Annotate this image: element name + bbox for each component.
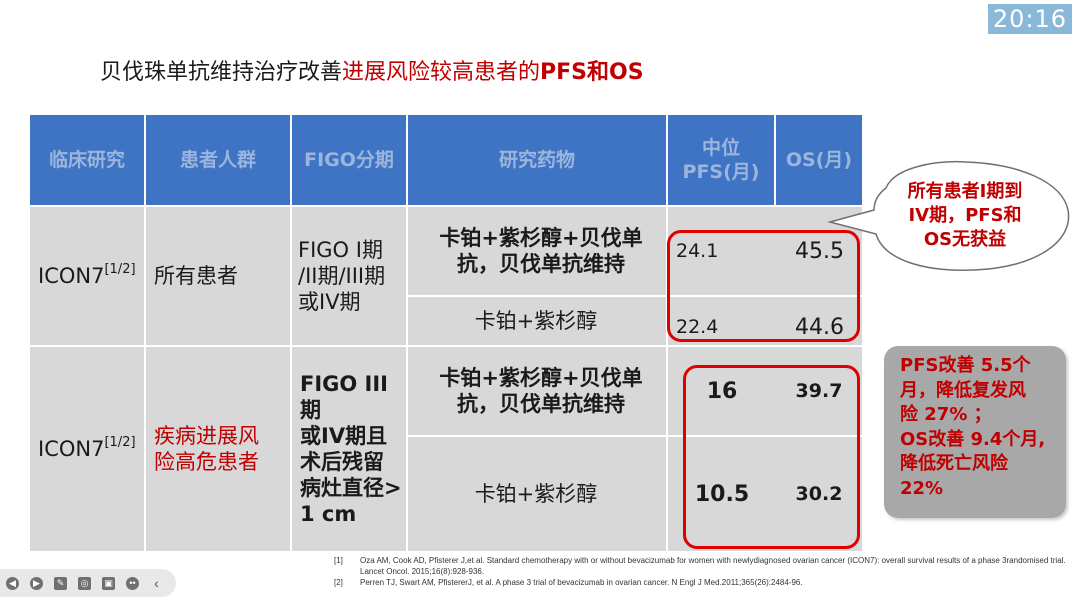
group1-row2-drug: 卡铂+紫杉醇: [474, 309, 598, 333]
group2-row1-pfs: 16: [706, 378, 738, 404]
header-study: 临床研究: [48, 149, 125, 171]
group1-study: ICON7[1/2]: [38, 262, 136, 289]
group2-row2-os: 30.2: [795, 483, 843, 505]
group2-row1-os: 39.7: [795, 380, 843, 402]
group2-figo: FIGO III期 或IV期且 术后残留 病灶直径> 1 cm: [300, 372, 402, 526]
pointer-icon[interactable]: ◎: [78, 576, 91, 590]
group1-row2-os: 44.6: [795, 314, 844, 340]
header-os: OS(月): [785, 149, 853, 171]
group2-row2-pfs: 10.5: [694, 481, 750, 507]
header-pfs: 中位 PFS(月): [668, 115, 774, 205]
group1-row1-os: 45.5: [795, 238, 844, 264]
highlight-box-group2: [683, 365, 860, 549]
group2-row2-drug: 卡铂+紫杉醇: [474, 482, 598, 506]
summary-text: PFS改善 5.5个 月，降低复发风险 27% ； OS改善 9.4个月, 降低死亡…: [900, 355, 1046, 499]
group1-row1-drug: 卡铂+紫杉醇+贝伐单 抗，贝伐单抗维持: [439, 226, 643, 276]
highlight-box-group1: [667, 230, 860, 342]
header-population: 患者人群: [179, 149, 256, 171]
prev-icon[interactable]: ◀: [6, 576, 19, 590]
play-icon[interactable]: ▶: [30, 576, 43, 590]
title-part1: 贝伐珠单抗维持治疗改善: [100, 60, 343, 85]
table-header: 临床研究 患者人群 FIGO分期 研究药物 中位 PFS(月) OS(月): [30, 115, 862, 205]
group1-population: 所有患者: [154, 264, 238, 288]
screen-icon[interactable]: ▣: [102, 576, 115, 590]
title-part2: 进展风险较高患者的: [342, 60, 541, 85]
reference-item: [2] Perren TJ, Swart AM, PfistererJ, et a…: [334, 578, 803, 587]
title-part3: PFS和OS: [540, 60, 644, 85]
group1-figo: FIGO I期/II期/III期 或IV期: [298, 238, 386, 314]
pen-icon[interactable]: ✎: [54, 576, 67, 590]
clock-display: 20:16: [988, 4, 1072, 34]
presentation-toolbar: ◀ ▶ ✎ ◎ ▣ •• ‹: [0, 569, 176, 597]
group1-row2-pfs: 22.4: [676, 316, 719, 338]
callout-bubble: [827, 160, 1070, 271]
group2-row1-drug: 卡铂+紫杉醇+贝伐单 抗，贝伐单抗维持: [439, 366, 643, 416]
slide-title: 贝伐珠单抗维持治疗改善进展风险较高患者的PFS和OS: [100, 57, 644, 89]
group1-row1-pfs: 24.1: [676, 240, 719, 262]
group2-study: ICON7[1/2]: [38, 435, 136, 462]
header-pfs-line2: PFS(月): [682, 161, 760, 183]
reference-item: [1] Oza AM, Cook AD, Pfisterer J,et al. S…: [334, 556, 1066, 576]
collapse-icon[interactable]: ‹: [154, 574, 159, 591]
more-icon[interactable]: ••: [126, 576, 139, 590]
group2-population: 疾病进展风 险高危患者: [154, 424, 259, 474]
results-table: 临床研究 患者人群 FIGO分期 研究药物 中位 PFS(月) OS(月) IC…: [30, 115, 862, 551]
header-pfs-line1: 中位: [701, 137, 740, 159]
header-drug: 研究药物: [498, 149, 575, 171]
callout-text: 所有患者I期到 IV期，PFS和 OS无获益: [907, 181, 1023, 250]
references: [1] Oza AM, Cook AD, Pfisterer J,et al. S…: [334, 555, 1074, 588]
summary-box: [884, 346, 1066, 518]
header-figo: FIGO分期: [304, 149, 394, 171]
